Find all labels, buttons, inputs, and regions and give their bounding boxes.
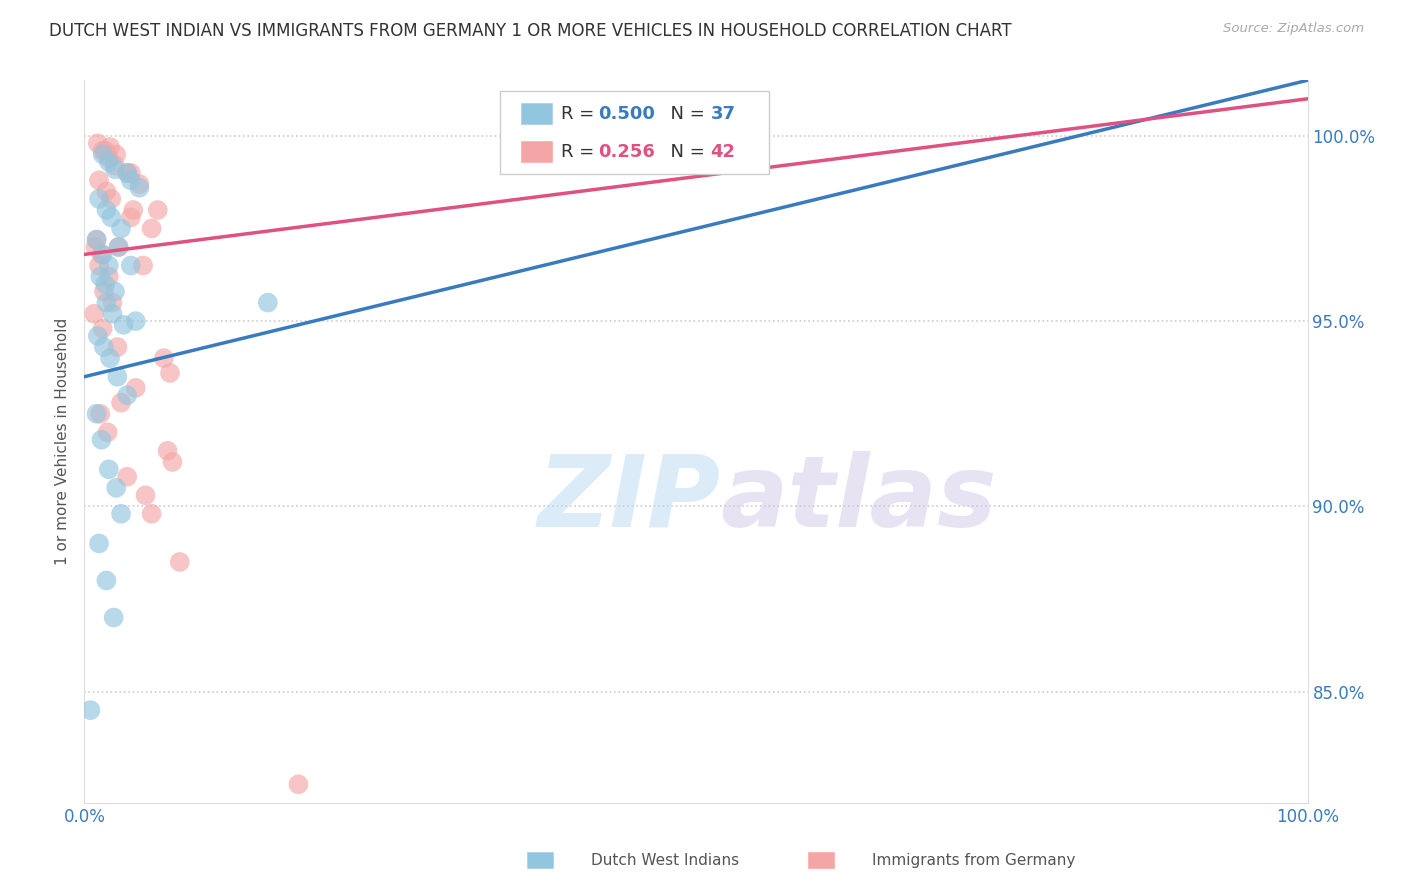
Point [162,455,184,469]
Point [87,173,110,187]
Point [122,202,145,217]
Text: 0.256: 0.256 [598,143,655,161]
Point [115,469,138,483]
Point [96,574,118,588]
Point [86,407,108,421]
Point [115,166,138,180]
Point [101,295,124,310]
Point [87,536,110,550]
Point [96,295,118,310]
Point [94,144,117,158]
Point [156,443,179,458]
Text: atlas: atlas [720,450,997,548]
Text: N =: N = [659,105,711,123]
Point [103,610,125,624]
Point [97,154,120,169]
Point [104,159,127,173]
Point [97,259,120,273]
Point [87,192,110,206]
Point [83,307,105,321]
Bar [808,852,834,868]
Point [97,269,120,284]
Point [132,259,155,273]
Point [91,247,114,261]
Point [90,247,112,261]
Point [153,351,176,366]
Point [79,703,101,717]
Text: Immigrants from Germany: Immigrants from Germany [872,854,1076,868]
Text: 37: 37 [710,105,735,123]
Point [86,233,108,247]
Bar [527,852,553,868]
Point [97,425,120,440]
Point [105,481,128,495]
Point [87,136,110,151]
Point [105,147,128,161]
Point [97,462,120,476]
Point [120,259,142,273]
Point [141,221,163,235]
Text: 0.500: 0.500 [598,105,655,123]
Text: ZIP: ZIP [537,450,720,548]
Point [90,433,112,447]
Point [128,177,150,191]
Point [93,340,115,354]
Point [257,295,280,310]
Point [105,340,128,354]
Point [94,277,117,291]
Point [120,173,142,187]
Point [120,166,142,180]
Point [141,507,163,521]
Point [107,240,129,254]
Point [159,366,181,380]
Point [169,555,191,569]
Point [100,192,122,206]
Point [110,221,132,235]
FancyBboxPatch shape [522,103,551,124]
Point [91,321,114,335]
Point [104,162,127,177]
Text: Source: ZipAtlas.com: Source: ZipAtlas.com [1223,22,1364,36]
Text: Dutch West Indians: Dutch West Indians [591,854,738,868]
Point [101,307,124,321]
Point [120,211,142,225]
Point [87,329,110,343]
FancyBboxPatch shape [522,142,551,162]
Point [115,388,138,402]
Point [87,259,110,273]
Point [146,202,169,217]
FancyBboxPatch shape [501,91,769,174]
Point [86,233,108,247]
Point [104,285,127,299]
Point [287,777,309,791]
Point [89,269,111,284]
Point [125,314,148,328]
Y-axis label: 1 or more Vehicles in Household: 1 or more Vehicles in Household [55,318,70,566]
Point [91,147,114,161]
Point [97,151,120,165]
Point [91,144,114,158]
Point [135,488,157,502]
Point [110,507,132,521]
Point [98,351,121,366]
Point [89,407,111,421]
Point [84,240,107,254]
Point [100,211,122,225]
Text: R =: R = [561,105,600,123]
Text: 42: 42 [710,143,735,161]
Point [128,180,150,194]
Point [125,381,148,395]
Point [93,285,115,299]
Point [96,185,118,199]
Point [115,166,138,180]
Text: N =: N = [659,143,711,161]
Point [98,140,121,154]
Text: DUTCH WEST INDIAN VS IMMIGRANTS FROM GERMANY 1 OR MORE VEHICLES IN HOUSEHOLD COR: DUTCH WEST INDIAN VS IMMIGRANTS FROM GER… [49,22,1012,40]
Text: R =: R = [561,143,600,161]
Point [105,369,128,384]
Point [112,318,135,332]
Point [96,202,118,217]
Point [107,240,129,254]
Point [110,395,132,409]
